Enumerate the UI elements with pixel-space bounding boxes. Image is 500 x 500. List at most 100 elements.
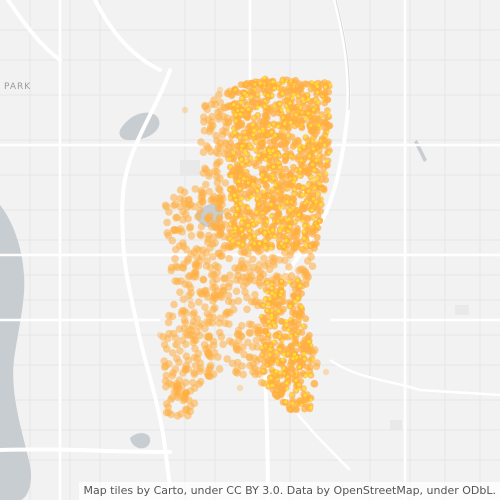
data-point-core: [261, 127, 265, 131]
data-point-core: [263, 231, 267, 235]
data-point-core: [303, 357, 307, 361]
data-point: [173, 340, 181, 349]
data-point-core: [318, 182, 322, 186]
data-point: [313, 240, 320, 247]
data-point-core: [255, 189, 259, 193]
data-point: [262, 353, 269, 361]
data-point: [315, 115, 322, 123]
data-point-core: [325, 159, 329, 163]
data-point: [232, 344, 241, 352]
data-point: [248, 320, 256, 329]
data-point: [249, 367, 257, 376]
data-point: [205, 172, 213, 180]
data-point-core: [322, 143, 326, 147]
data-point: [230, 219, 238, 226]
data-point: [307, 113, 314, 121]
data-point: [184, 411, 192, 420]
data-point: [173, 412, 182, 420]
data-point: [272, 313, 280, 320]
place-label-park: PARK: [4, 82, 32, 92]
data-point-core: [280, 205, 284, 209]
data-point: [185, 273, 193, 281]
data-point-core: [293, 299, 297, 304]
data-point: [221, 179, 230, 187]
data-point-core: [289, 334, 293, 338]
data-point: [301, 153, 308, 161]
data-point-core: [280, 290, 284, 294]
data-point: [306, 331, 313, 339]
data-point: [178, 215, 187, 224]
data-point-core: [268, 353, 272, 357]
data-point: [263, 205, 271, 213]
data-point: [187, 232, 196, 240]
data-point-core: [285, 381, 289, 385]
data-point: [164, 318, 173, 327]
data-point-core: [309, 373, 313, 377]
data-point-core: [302, 352, 306, 356]
data-point-core: [238, 201, 242, 205]
data-point-core: [280, 78, 284, 82]
data-point-core: [301, 97, 305, 101]
data-point: [159, 333, 167, 341]
data-point: [182, 330, 190, 338]
data-point: [187, 326, 196, 334]
data-point: [189, 378, 197, 387]
data-point-core: [296, 296, 300, 300]
data-point: [190, 353, 199, 362]
data-point: [219, 283, 228, 291]
data-point-core: [301, 324, 305, 328]
data-point: [248, 79, 255, 87]
data-point: [243, 305, 251, 314]
data-point: [324, 96, 332, 104]
data-point-core: [272, 86, 276, 90]
data-point-core: [263, 246, 267, 250]
data-point: [261, 327, 269, 335]
data-point: [171, 341, 179, 349]
data-point-core: [311, 197, 315, 201]
data-point: [252, 297, 260, 305]
data-point: [195, 257, 204, 265]
data-point: [263, 131, 271, 139]
data-point-core: [246, 206, 250, 210]
data-point-core: [294, 113, 298, 117]
data-point: [176, 347, 184, 355]
data-point: [223, 355, 231, 363]
data-point: [199, 198, 207, 206]
data-point-core: [280, 358, 284, 362]
data-point-core: [239, 101, 243, 105]
data-point-core: [232, 130, 237, 135]
data-point-core: [303, 386, 307, 391]
data-point-core: [246, 107, 250, 111]
data-point-core: [263, 105, 267, 109]
data-point: [219, 112, 228, 121]
data-point-core: [309, 405, 313, 410]
data-point: [275, 382, 282, 390]
data-point-core: [262, 189, 266, 194]
data-point-core: [271, 149, 275, 153]
data-point: [278, 186, 286, 194]
data-point: [181, 280, 189, 288]
data-point: [267, 357, 275, 365]
data-point: [179, 295, 188, 304]
data-point: [251, 245, 259, 253]
data-point-core: [244, 136, 248, 140]
data-point: [287, 406, 295, 414]
data-point: [189, 317, 198, 326]
data-point-core: [315, 90, 319, 94]
data-point-core: [319, 202, 323, 206]
data-point: [171, 245, 180, 254]
data-point: [320, 185, 328, 193]
map-attribution[interactable]: Map tiles by Carto, under CC BY 3.0. Dat…: [79, 482, 500, 500]
data-point: [322, 368, 330, 376]
data-point: [319, 154, 327, 161]
data-point: [209, 305, 217, 314]
data-point-core: [272, 104, 277, 108]
data-point-core: [304, 374, 308, 378]
data-point-core: [296, 278, 300, 283]
data-point: [203, 214, 212, 222]
data-point: [186, 402, 195, 411]
data-point: [302, 315, 310, 323]
data-point-core: [288, 304, 292, 308]
data-point-core: [232, 103, 236, 107]
